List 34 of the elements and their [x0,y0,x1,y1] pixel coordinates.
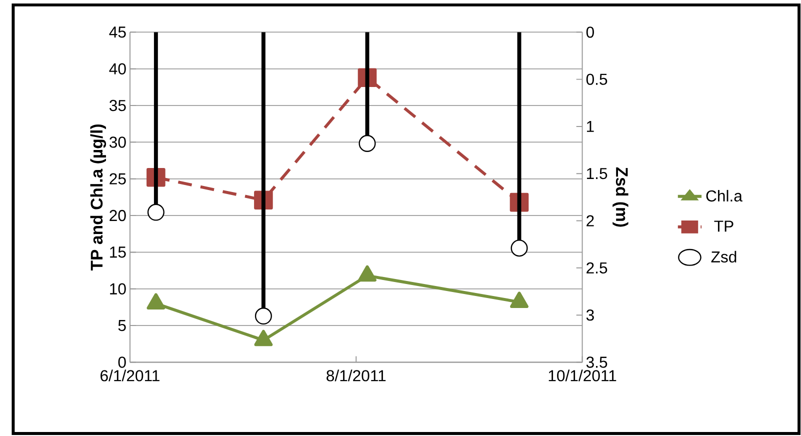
y2-tick-label: 2.5 [586,262,608,274]
point [254,307,272,324]
y-tick-label: 5 [118,320,126,331]
x-tick-label: 8/1/2011 [326,369,386,382]
y-tick-label: 10 [110,283,126,294]
y-tick-label: 15 [110,246,126,258]
y2-tick-label: 0 [586,26,594,38]
y-tick-label: 0 [118,356,126,368]
y2-tick-label: 3.5 [586,356,608,368]
point [254,330,273,346]
y-axis-title: TP and Chl.a (µg/l) [90,124,106,270]
legend-label: Chl.a [706,190,742,202]
y-tick-label: 25 [110,173,126,184]
point [358,265,376,282]
y2-tick-label: 0.5 [586,73,608,85]
y-tick-label: 45 [109,26,126,38]
point [358,134,376,152]
y-tick-label: 35 [109,100,126,111]
y-tick-label: 20 [110,210,126,221]
y2-tick-label: 1 [586,120,594,132]
y2-tick-label: 3 [586,309,594,320]
legend-label: TP [714,220,734,232]
x-tick-label: 10/1/2011 [548,369,616,382]
point [146,292,166,310]
y2-tick-label: 1.5 [586,168,608,179]
point [147,204,164,221]
y2-axis-title: Zsd (m) [612,167,628,227]
x-tick-label: 6/1/2011 [100,369,160,382]
y-tick-label: 40 [109,63,126,74]
y-tick-label: 30 [109,136,126,148]
point [510,291,528,308]
y2-tick-label: 2 [586,215,594,226]
legend-label: Zsd [711,250,736,262]
point [510,239,528,256]
